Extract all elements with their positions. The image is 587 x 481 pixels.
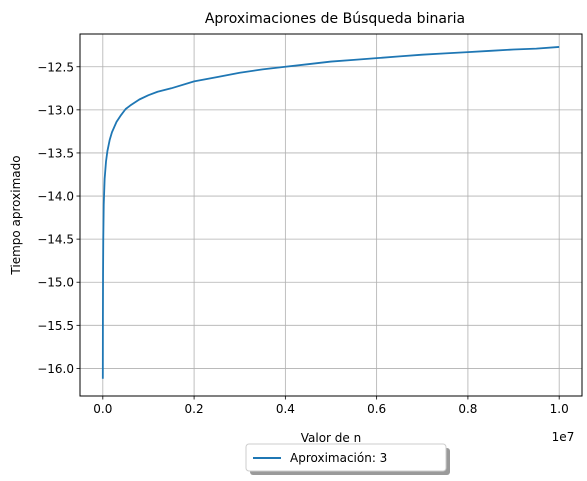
- y-tick-label: −14.5: [37, 233, 74, 247]
- plot-area-frame: [79, 33, 583, 397]
- x-axis-offset-label: 1e7: [552, 430, 575, 444]
- grid-lines: [80, 34, 582, 396]
- x-tick-label: 0.8: [458, 402, 477, 416]
- x-tick-label: 0.4: [276, 402, 295, 416]
- y-tick-label: −14.0: [37, 190, 74, 204]
- y-tick-label: −15.5: [37, 319, 74, 333]
- x-tick-label: 0.0: [93, 402, 112, 416]
- x-tick-label: 0.6: [367, 402, 386, 416]
- x-axis-ticks: 0.0 0.2 0.4 0.6 0.8 1.0: [93, 396, 569, 416]
- series-line: [101, 46, 560, 379]
- legend-box: [245, 443, 447, 472]
- y-tick-label: −15.0: [37, 276, 74, 290]
- legend-entry-label: Aproximación: 3: [290, 451, 387, 465]
- y-tick-label: −13.0: [37, 103, 74, 117]
- y-tick-label: −13.5: [37, 146, 74, 160]
- x-tick-label: 0.2: [185, 402, 204, 416]
- y-tick-label: −12.5: [37, 60, 74, 74]
- y-tick-label: −16.0: [37, 362, 74, 376]
- legend: Aproximación: 3: [245, 443, 450, 475]
- x-axis-label: Valor de n: [301, 431, 361, 445]
- y-axis-ticks: −16.0 −15.5 −15.0 −14.5 −14.0 −13.5 −13.0 −12.5: [37, 60, 80, 376]
- series-line-group: [101, 46, 560, 379]
- chart-title: Aproximaciones de Búsqueda binaria: [205, 11, 465, 27]
- x-tick-label: 1.0: [550, 402, 569, 416]
- y-axis-label: Tiempo aproximado: [9, 155, 23, 275]
